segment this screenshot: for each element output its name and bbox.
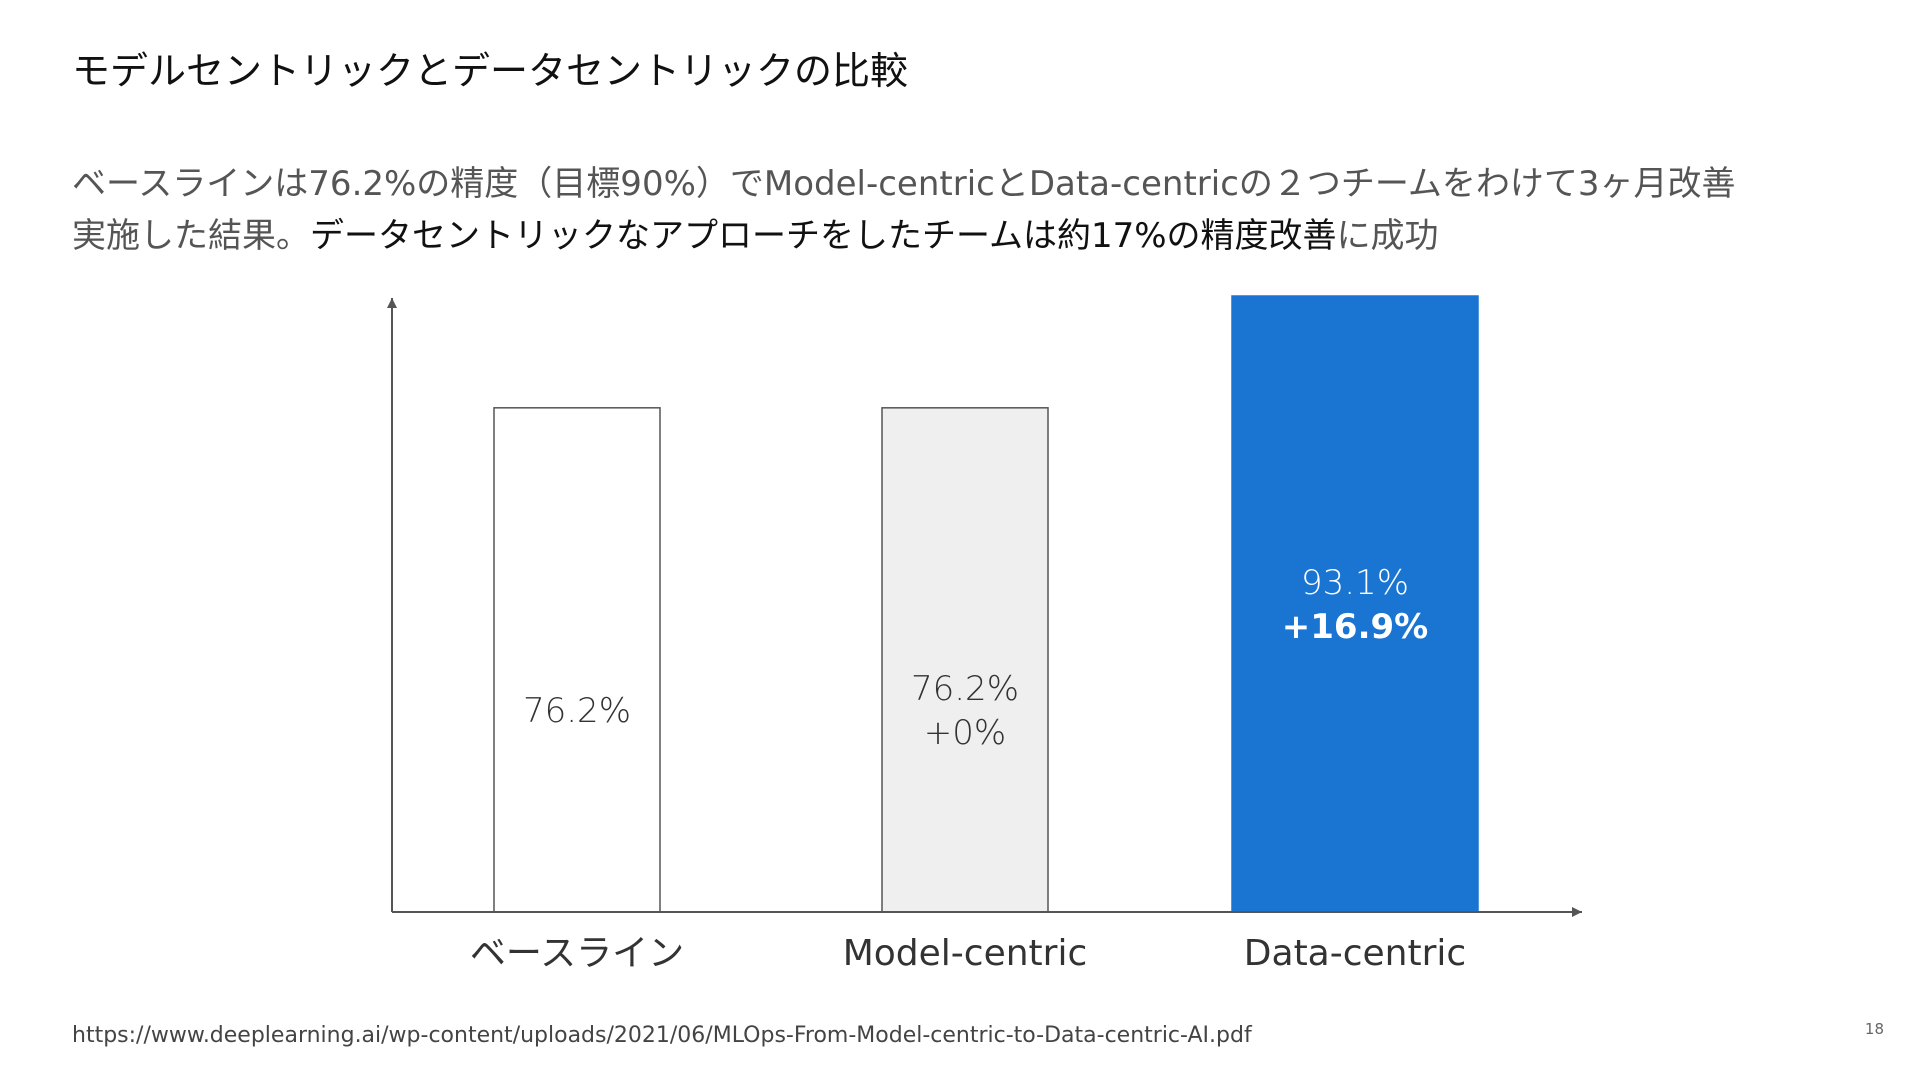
description-line-1: ベースラインは76.2%の精度（目標90%）でModel-centricとDat… (72, 164, 1736, 204)
source-link[interactable]: https://www.deeplearning.ai/wp-content/u… (72, 1023, 1252, 1048)
bar-2 (881, 407, 1049, 913)
delta-label-3: +16.9% (1282, 607, 1428, 647)
description-emphasis: データセントリックなアプローチをしたチームは約17%の精度改善 (310, 216, 1337, 256)
category-label-2: Model-centric (843, 933, 1088, 974)
category-label-3: Data-centric (1244, 933, 1466, 974)
value-label-3: 93.1% (1301, 563, 1409, 603)
slide-title: モデルセントリックとデータセントリックの比較 (72, 49, 909, 93)
value-label-2: 76.2% (911, 669, 1019, 709)
slide-description: ベースラインは76.2%の精度（目標90%）でModel-centricとDat… (72, 158, 1736, 262)
delta-label-2: +0% (924, 713, 1006, 753)
description-line-2: 実施した結果。データセントリックなアプローチをしたチームは約17%の精度改善に成… (72, 210, 1736, 262)
bar-3 (1231, 295, 1479, 913)
page-number: 18 (1864, 1020, 1884, 1038)
category-label-1: ベースライン (470, 933, 684, 974)
description-plain-text: 実施した結果。 (72, 216, 310, 256)
x-axis-arrow (1572, 907, 1582, 917)
value-label-1: 76.2% (523, 691, 631, 731)
y-axis-arrow (387, 298, 397, 308)
description-tail: に成功 (1336, 216, 1439, 256)
bar-1 (493, 407, 661, 913)
